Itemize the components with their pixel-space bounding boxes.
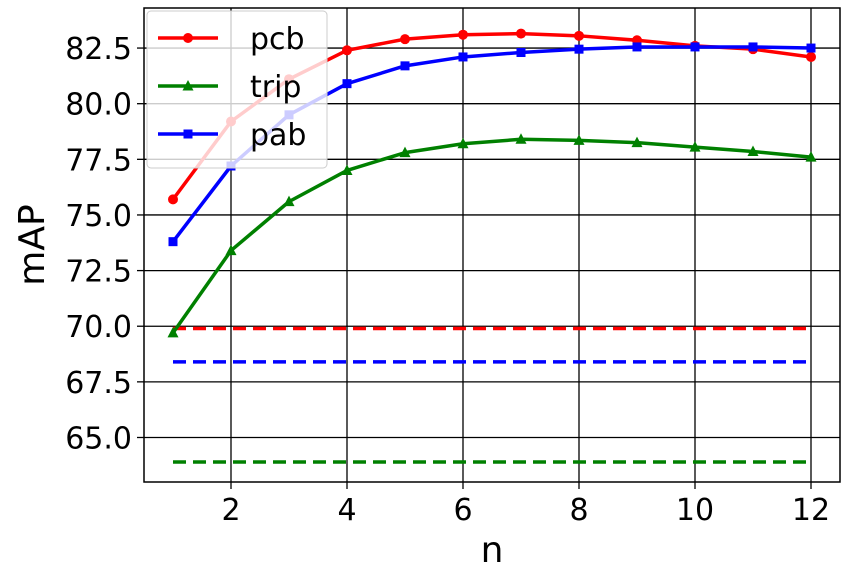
x-tick-label: 12 — [792, 493, 830, 528]
y-tick-label: 80.0 — [65, 88, 132, 123]
legend-label: trip — [250, 70, 301, 105]
pab-point — [574, 44, 584, 54]
trip-point — [167, 326, 179, 338]
pcb-point — [806, 51, 816, 62]
y-tick-labels: 65.0 67.5 70.0 72.5 75.0 77.5 80.0 82.5 — [65, 32, 144, 456]
pab-point — [342, 79, 352, 89]
legend-label: pab — [250, 118, 306, 153]
baseline-lines — [173, 326, 811, 464]
trip-point — [747, 145, 759, 157]
pcb-point — [458, 29, 468, 40]
trip-series — [167, 133, 817, 338]
pcb-point — [342, 45, 352, 56]
trip-point — [631, 136, 643, 148]
legend-marker — [183, 33, 193, 43]
x-tick-label: 2 — [221, 493, 240, 528]
pab-point — [516, 48, 526, 58]
pab-point — [748, 42, 758, 52]
y-tick-label: 67.5 — [65, 366, 132, 401]
pab-point — [458, 52, 468, 62]
legend-item-trip: trip — [158, 70, 301, 105]
pab-point — [690, 42, 700, 52]
x-tick-label: 10 — [676, 493, 714, 528]
trip-line — [171, 137, 812, 334]
trip-point — [689, 141, 701, 152]
y-tick-label: 70.0 — [65, 310, 132, 345]
y-axis-label: mAP — [12, 204, 53, 285]
trip-point — [457, 137, 469, 149]
pab-point — [632, 42, 642, 52]
pcb-point — [516, 28, 526, 39]
x-tick-label: 8 — [569, 493, 588, 528]
trip-point — [283, 195, 295, 207]
x-axis-label: n — [481, 530, 504, 571]
y-tick-label: 82.5 — [65, 32, 132, 67]
trip-point — [573, 134, 585, 145]
trip-point — [805, 151, 817, 162]
pab-point — [400, 61, 410, 71]
x-tick-labels: 2 4 6 8 10 12 — [221, 482, 830, 528]
x-tick-label: 4 — [337, 493, 356, 528]
pcb-point — [574, 30, 584, 41]
trip-point — [341, 164, 353, 175]
trip-point — [225, 244, 237, 256]
legend-item-pab: pab — [158, 118, 306, 153]
y-tick-label: 65.0 — [65, 421, 132, 456]
legend: pcb trip pab — [146, 10, 328, 169]
legend-box — [146, 10, 328, 169]
pcb-point — [400, 34, 410, 45]
legend-label: pcb — [250, 22, 305, 57]
legend-marker — [182, 80, 194, 91]
pab-point — [168, 237, 178, 247]
plot-frame — [143, 7, 841, 483]
pab-point — [806, 43, 816, 53]
trip-point — [399, 146, 411, 158]
y-tick-label: 77.5 — [65, 143, 132, 178]
legend-marker — [183, 129, 193, 139]
pcb-point — [168, 194, 178, 205]
y-tick-label: 75.0 — [65, 199, 132, 234]
legend-item-pcb: pcb — [158, 22, 305, 57]
y-tick-label: 72.5 — [65, 255, 132, 290]
trip-point — [515, 133, 527, 144]
x-tick-label: 6 — [453, 493, 472, 528]
